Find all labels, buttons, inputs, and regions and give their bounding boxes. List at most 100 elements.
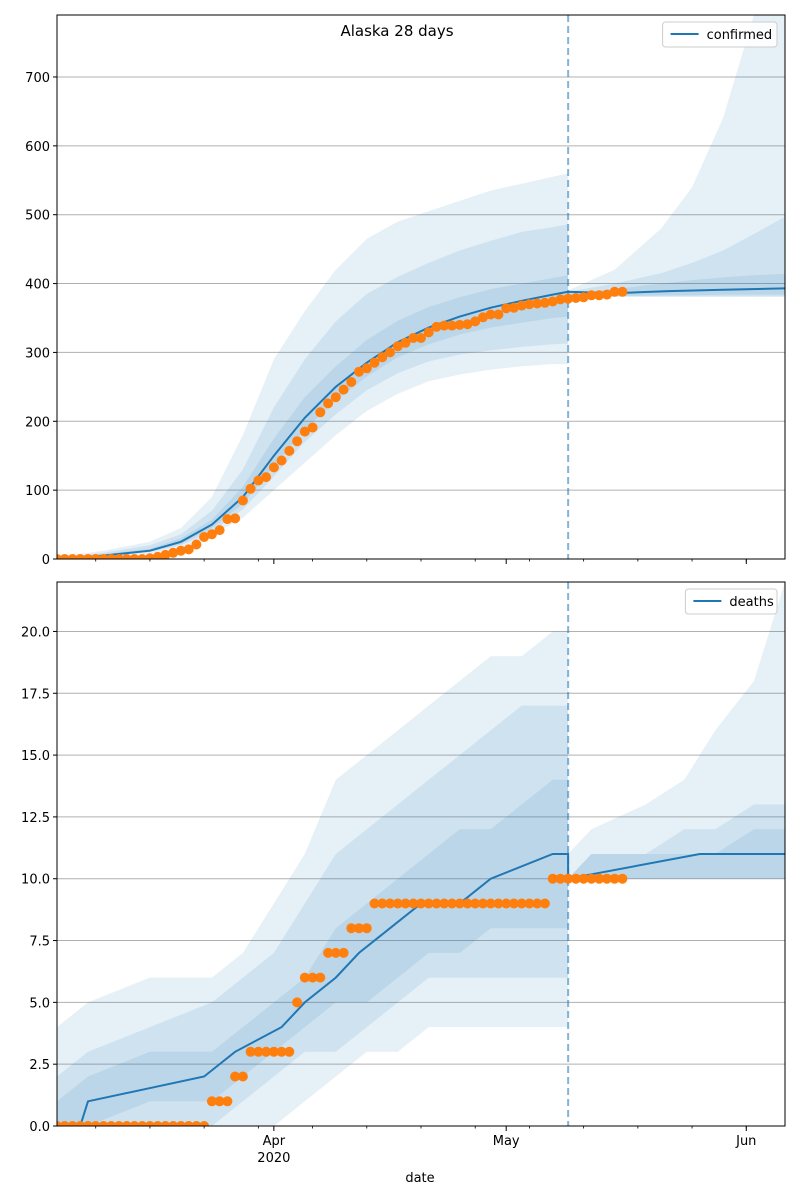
observed-point (237, 1071, 248, 1082)
observed-point (261, 472, 272, 483)
observed-point (230, 513, 241, 524)
observed-point (222, 514, 233, 525)
observed-point (570, 293, 581, 303)
observed-point (555, 873, 566, 884)
observed-point (284, 445, 295, 456)
observed-point (75, 1121, 86, 1126)
observed-point (493, 309, 504, 320)
observed-point (377, 352, 388, 363)
observed-point (516, 898, 527, 909)
observed-point (423, 898, 434, 909)
y-tick-label: 200 (25, 415, 50, 430)
observed-point (175, 1121, 186, 1126)
observed-point (439, 320, 450, 331)
interval-band (57, 173, 569, 559)
y-tick-label: 600 (25, 140, 50, 155)
observed-point (206, 529, 217, 540)
observed-point (501, 303, 512, 314)
observed-point (83, 1121, 93, 1126)
observed-point (539, 297, 550, 308)
observed-point (400, 898, 411, 909)
observed-point (377, 898, 388, 909)
y-tick-label: 400 (25, 278, 50, 293)
y-tick-label: 7.5 (29, 935, 50, 950)
interval-band (57, 779, 569, 1126)
observed-point (245, 1046, 256, 1057)
x-tick-sublabel: 2020 (257, 1151, 290, 1166)
observed-point (408, 898, 419, 909)
observed-point (330, 947, 341, 958)
observed-point (137, 554, 148, 559)
observed-point (361, 363, 372, 374)
observed-point (276, 455, 287, 466)
observed-point (416, 333, 426, 343)
interval-band (568, 216, 785, 297)
y-tick-label: 10.0 (21, 873, 50, 888)
x-tick-label: May (493, 1134, 520, 1149)
observed-point (408, 333, 419, 343)
y-tick-label: 17.5 (21, 687, 50, 702)
observed-point (67, 554, 78, 559)
observed-point (253, 1046, 264, 1057)
observed-point (454, 319, 465, 330)
observed-point (59, 554, 70, 559)
observed-point (90, 1121, 101, 1126)
observed-point (199, 532, 210, 542)
plot-area (57, 582, 785, 1126)
observed-point (338, 947, 349, 958)
observed-point (617, 286, 628, 297)
y-tick-label: 12.5 (21, 811, 50, 826)
observed-point (268, 462, 279, 473)
observed-point (299, 426, 310, 437)
observed-point (462, 898, 473, 909)
observed-point (144, 1121, 155, 1126)
observed-point (230, 1071, 241, 1082)
observed-point (83, 554, 93, 559)
observed-point (354, 923, 364, 934)
observed-point (261, 1046, 272, 1057)
observed-point (183, 1121, 194, 1126)
observed-point (570, 873, 581, 884)
y-tick-label: 0.0 (29, 1120, 50, 1135)
y-tick-label: 500 (25, 209, 50, 224)
observed-point (315, 407, 326, 418)
y-tick-label: 0 (42, 553, 50, 568)
observed-point (392, 341, 403, 352)
observed-point (586, 290, 597, 301)
observed-point (191, 1121, 202, 1126)
observed-point (307, 972, 318, 983)
observed-point (106, 554, 117, 559)
observed-point (323, 947, 334, 958)
legend-box (662, 21, 778, 48)
observed-point (106, 1121, 117, 1126)
observed-point (485, 309, 496, 320)
interval-band (57, 705, 569, 1126)
observed-point (168, 547, 179, 558)
observed-point (478, 898, 488, 909)
observed-point (75, 554, 86, 559)
observed-point (423, 327, 434, 338)
observed-point (578, 873, 589, 884)
observed-point (563, 293, 574, 304)
observed-point (276, 1046, 287, 1057)
observed-point (284, 1046, 295, 1057)
observed-point (129, 554, 140, 559)
plot-area (57, 15, 785, 559)
legend-label: deaths (729, 595, 774, 610)
observed-point (253, 475, 264, 486)
observed-point (199, 1121, 210, 1126)
x-axis-label: date (405, 1171, 434, 1186)
observed-point (400, 337, 411, 348)
date-axis: Apr 2020 May Jun (95, 559, 756, 1166)
observed-point (59, 1121, 70, 1126)
observed-point (609, 286, 620, 297)
observed-point (98, 1121, 109, 1126)
observed-point (315, 972, 326, 983)
observed-point (245, 483, 256, 494)
observed-point (346, 923, 357, 934)
observed-point (121, 554, 132, 559)
observed-point (586, 873, 597, 884)
legend-box (684, 588, 778, 615)
observed-point (206, 1096, 217, 1107)
